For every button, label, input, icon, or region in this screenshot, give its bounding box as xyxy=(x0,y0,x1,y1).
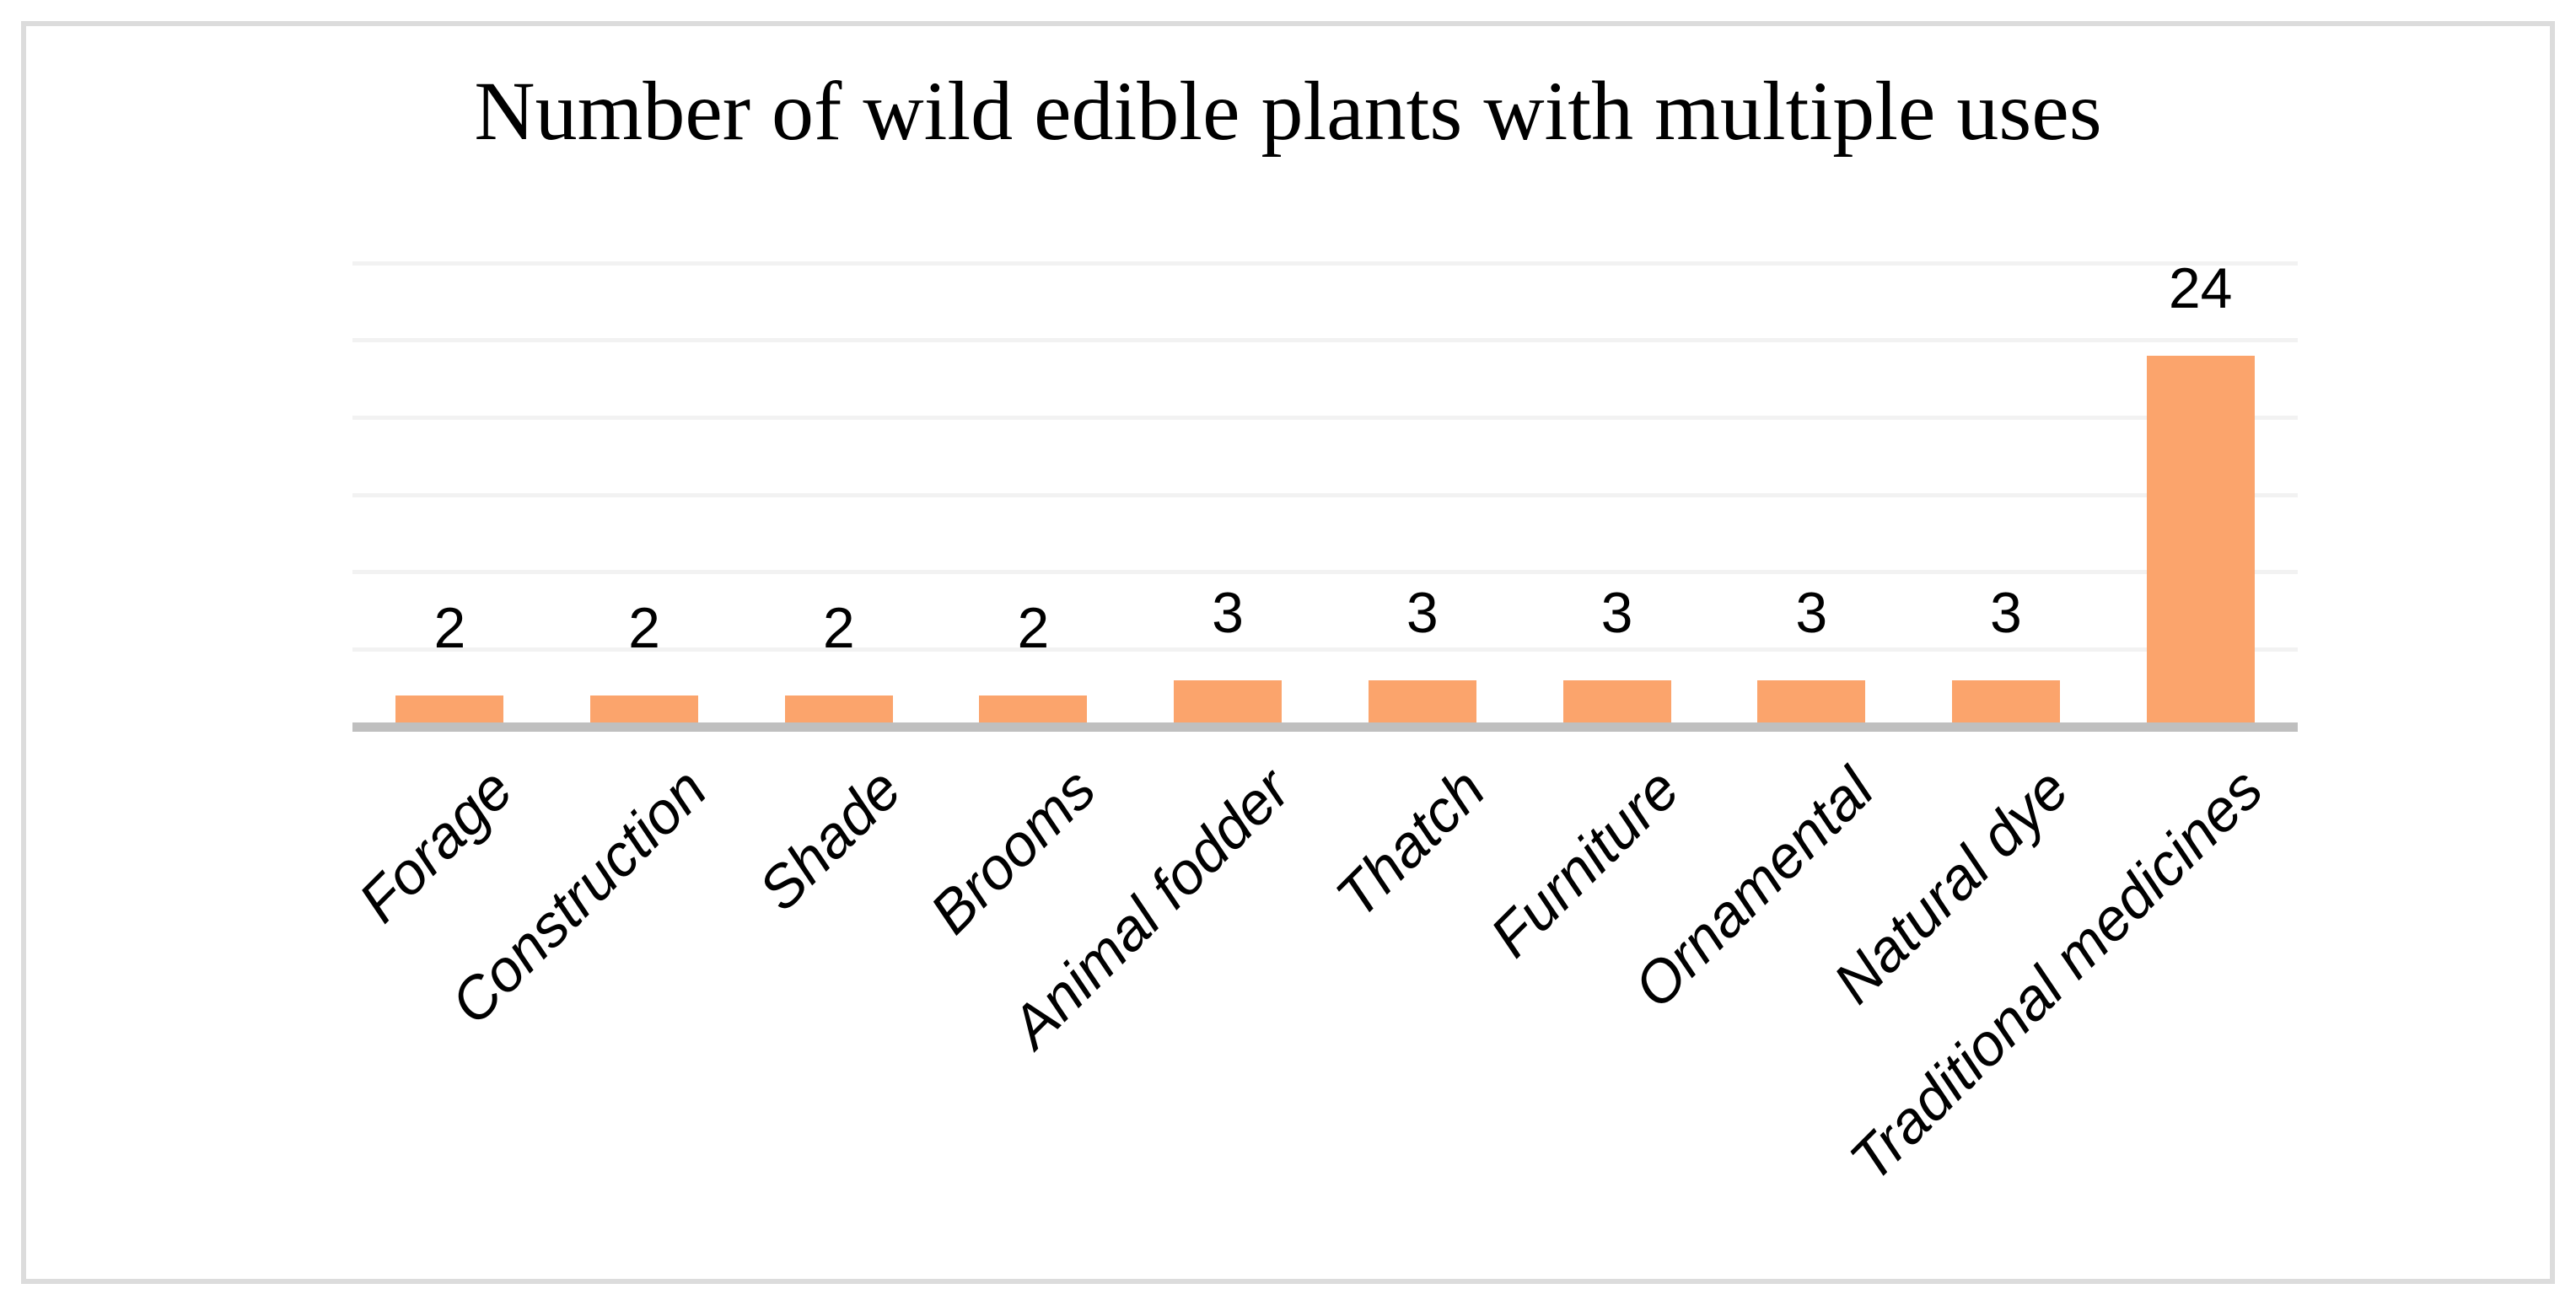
value-label-brooms: 2 xyxy=(1017,596,1050,661)
gridline-y10 xyxy=(352,570,2298,575)
bar-natural-dye xyxy=(1951,680,2060,727)
gridline-y5 xyxy=(352,647,2298,652)
gridline-y30 xyxy=(352,260,2298,266)
bar-ornamental xyxy=(1757,680,1866,727)
value-label-construction: 2 xyxy=(628,596,660,661)
x-axis-line xyxy=(352,722,2298,732)
value-label-furniture: 3 xyxy=(1600,581,1633,645)
value-label-animal-fodder: 3 xyxy=(1212,581,1244,645)
chart-border-frame xyxy=(21,21,2555,1284)
x-axis-label-thatch: Thatch xyxy=(1323,755,1498,931)
chart-title: Number of wild edible plants with multip… xyxy=(474,64,2102,158)
gridline-y20 xyxy=(352,415,2298,420)
gridline-y25 xyxy=(352,338,2298,343)
value-label-thatch: 3 xyxy=(1406,581,1439,645)
bar-shade xyxy=(784,695,893,727)
bar-animal-fodder xyxy=(1174,680,1283,727)
bar-brooms xyxy=(979,695,1088,727)
x-axis-label-shade: Shade xyxy=(746,755,914,923)
bar-construction xyxy=(590,695,698,727)
x-axis-label-brooms: Brooms xyxy=(917,755,1109,947)
x-axis-label-forage: Forage xyxy=(346,755,525,935)
value-label-forage: 2 xyxy=(433,596,466,661)
gridline-y15 xyxy=(352,492,2298,497)
value-label-traditional-medicines: 24 xyxy=(2168,256,2233,320)
value-label-ornamental: 3 xyxy=(1795,581,1828,645)
value-label-natural-dye: 3 xyxy=(1989,581,2022,645)
bar-thatch xyxy=(1368,680,1476,727)
bar-forage xyxy=(395,695,504,727)
value-label-shade: 2 xyxy=(822,596,855,661)
bar-furniture xyxy=(1562,680,1671,727)
bar-traditional-medicines xyxy=(2146,356,2255,727)
